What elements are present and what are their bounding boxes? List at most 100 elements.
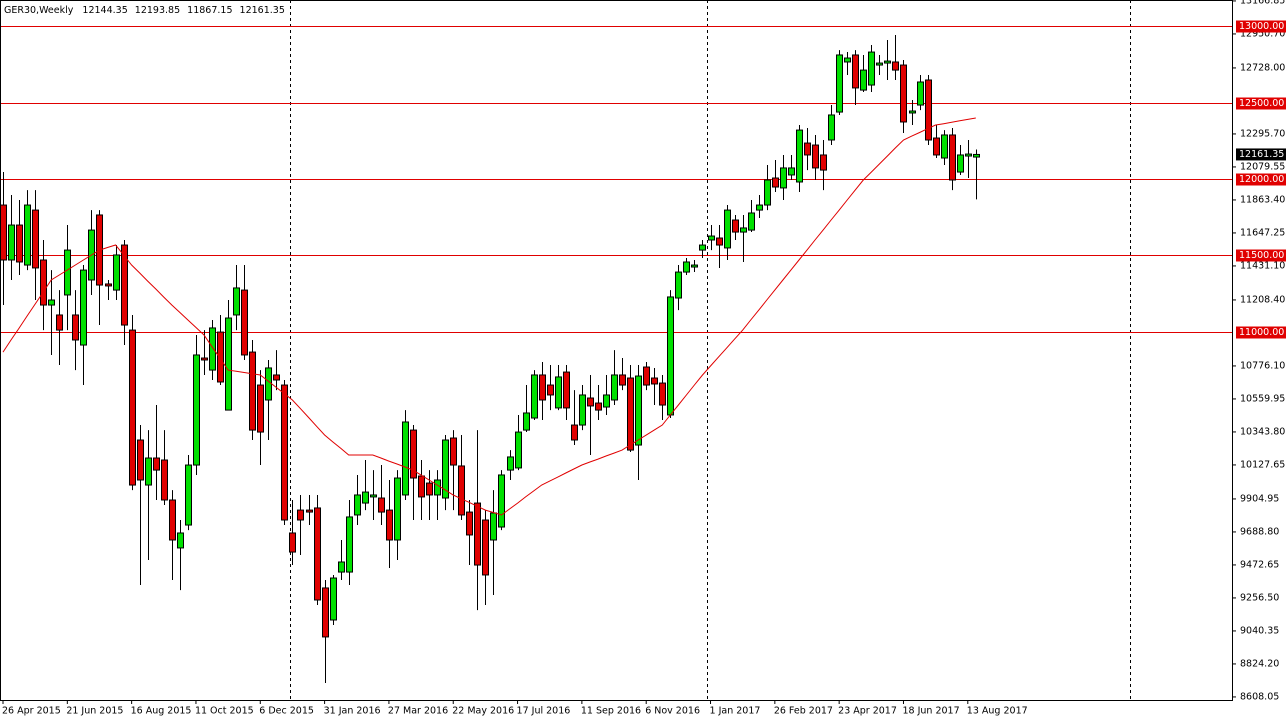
candle-body <box>482 519 489 576</box>
x-tick-label: 26 Apr 2015 <box>2 706 61 717</box>
candle-body <box>121 244 128 326</box>
candle-body <box>627 377 634 451</box>
y-tick-label: 11431.10 <box>1240 260 1285 271</box>
candle-body <box>72 314 79 341</box>
candle-body <box>161 459 168 501</box>
candle-body <box>314 507 321 601</box>
candle-body <box>64 249 71 296</box>
candle-body <box>322 587 329 638</box>
candle-body <box>217 331 224 383</box>
candle-body <box>748 212 755 231</box>
candle-body <box>515 431 522 469</box>
candle-body <box>297 509 304 521</box>
y-tick-label: 10127.65 <box>1240 459 1285 470</box>
candle-body <box>507 456 514 471</box>
candle-body <box>0 204 7 261</box>
y-tick-label: 9040.35 <box>1240 625 1279 636</box>
candle-body <box>442 439 449 499</box>
candle-body <box>973 153 980 158</box>
x-tick-label: 27 Mar 2016 <box>388 706 448 717</box>
candle-body <box>547 384 554 396</box>
y-tick-label: 9256.50 <box>1240 592 1279 603</box>
candle-body <box>362 491 369 504</box>
candle-body <box>900 64 907 123</box>
candle-body <box>844 57 851 63</box>
candle-body <box>330 577 337 621</box>
candle-body <box>450 437 457 466</box>
candle-body <box>113 254 120 291</box>
y-tick-label: 9472.65 <box>1240 559 1279 570</box>
candle-body <box>80 269 87 346</box>
candle-body <box>555 376 562 409</box>
y-tick-label: 12295.70 <box>1240 128 1285 139</box>
x-tick-label: 31 Jan 2016 <box>324 706 381 717</box>
header-low: 11867.15 <box>187 5 232 16</box>
candle-body <box>868 51 875 86</box>
candle-body <box>153 457 160 471</box>
candle-body <box>925 79 932 141</box>
candle-body <box>804 142 811 156</box>
x-tick-label: 22 May 2016 <box>452 706 514 717</box>
candle-body <box>523 412 530 431</box>
y-tick-label: 11647.25 <box>1240 227 1285 238</box>
chart-header: GER30,Weekly 12144.35 12193.85 11867.15 … <box>4 5 285 16</box>
y-tick-label: 9688.80 <box>1240 526 1279 537</box>
candle-body <box>225 317 232 411</box>
candle-body <box>780 167 787 189</box>
level-label-box <box>1236 326 1286 339</box>
y-tick-label: 9904.95 <box>1240 493 1279 504</box>
last-price-label: 12161.35 <box>1239 149 1284 160</box>
candle-body <box>209 327 216 371</box>
x-tick-label: 18 Jun 2017 <box>902 706 959 717</box>
candle-body <box>965 153 972 157</box>
candle-body <box>273 374 280 381</box>
candle-body <box>635 375 642 446</box>
candle-body <box>539 374 546 401</box>
y-tick-label: 10776.10 <box>1240 360 1285 371</box>
candle-body <box>716 237 723 246</box>
y-tick-label: 12728.00 <box>1240 62 1285 73</box>
candle-body <box>474 502 481 566</box>
candle-body <box>378 497 385 513</box>
y-tick-label: 11208.40 <box>1240 294 1285 305</box>
candle-body <box>48 299 55 306</box>
candle-body <box>611 374 618 401</box>
x-tick-label: 26 Feb 2017 <box>774 706 833 717</box>
candle-body <box>370 494 377 498</box>
candle-body <box>306 509 313 513</box>
candle-body <box>177 532 184 549</box>
candle-body <box>40 259 47 306</box>
candle-body <box>909 110 916 114</box>
candle-body <box>876 62 883 66</box>
candle-body <box>386 509 393 541</box>
plot-frame <box>0 0 1233 701</box>
candle-body <box>764 179 771 206</box>
y-tick-label: 8608.05 <box>1240 691 1279 702</box>
candle-body <box>249 351 256 431</box>
candle-body <box>24 204 31 266</box>
level-label: 11000.00 <box>1239 327 1284 338</box>
candle-body <box>820 154 827 171</box>
y-tick-label: 8824.20 <box>1240 658 1279 669</box>
candle-body <box>667 296 674 416</box>
x-tick-label: 21 Jun 2015 <box>66 706 123 717</box>
candle-body <box>137 439 144 481</box>
x-tick-label: 11 Sep 2016 <box>581 706 641 717</box>
candle-body <box>32 209 39 269</box>
candle-body <box>852 54 859 89</box>
x-tick-label: 11 Oct 2015 <box>195 706 254 717</box>
candle-body <box>933 137 940 156</box>
x-tick-label: 17 Jul 2016 <box>517 706 571 717</box>
candle-body <box>193 354 200 466</box>
candle-body <box>531 374 538 419</box>
header-open: 12144.35 <box>82 5 127 16</box>
y-tick-label: 12079.55 <box>1240 161 1285 172</box>
candle-body <box>579 394 586 426</box>
candle-body <box>281 384 288 521</box>
candle-body <box>145 457 152 486</box>
level-label: 12500.00 <box>1239 98 1284 109</box>
candle-body <box>884 60 891 64</box>
level-label-box <box>1236 20 1286 33</box>
y-tick-label: 12950.70 <box>1240 28 1285 39</box>
candle-body <box>563 371 570 409</box>
